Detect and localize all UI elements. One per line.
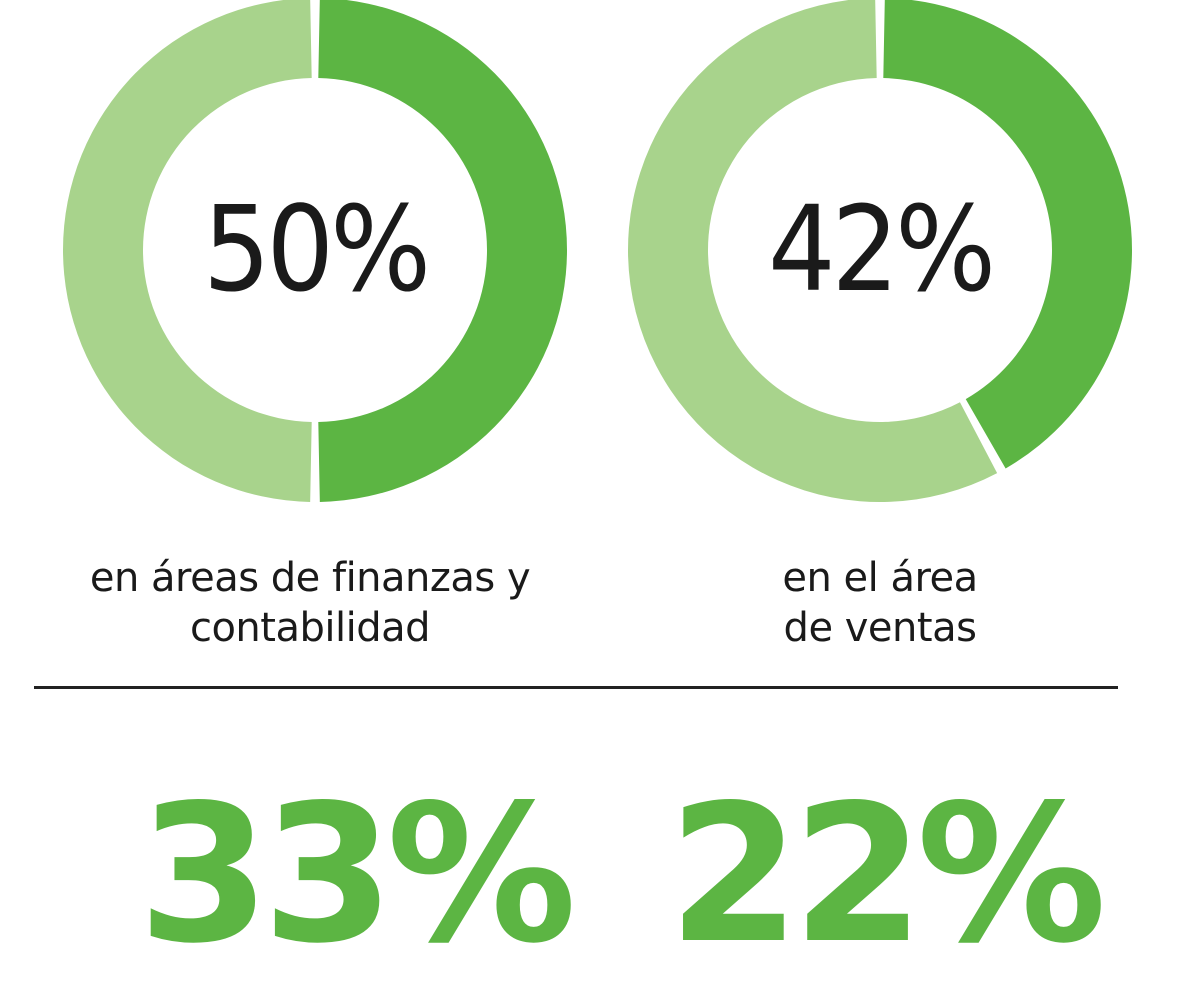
donut-chart-sales: 42% — [628, 0, 1132, 502]
donut-chart-finance: 50% — [62, 0, 568, 502]
caption-finance: en áreas de finanzas y contabilidad — [30, 553, 590, 653]
section-divider — [34, 686, 1118, 689]
donut-value-slice — [883, 0, 1132, 469]
caption-sales: en el área de ventas — [620, 553, 1140, 653]
caption-sales-line-2: de ventas — [783, 605, 977, 651]
donut-value-slice — [318, 0, 568, 502]
big-stat-right: 22% — [668, 764, 1107, 985]
donut-center-label: 50% — [203, 180, 427, 318]
donut-charts: 50% 42% — [62, 0, 1132, 502]
donut-remainder-slice — [628, 0, 998, 502]
donut-remainder-slice — [62, 0, 312, 502]
donut-center-label: 42% — [768, 180, 992, 318]
caption-finance-line-1: en áreas de finanzas y — [89, 555, 531, 601]
caption-sales-line-1: en el área — [782, 555, 978, 601]
big-stat-left: 33% — [138, 764, 577, 985]
caption-finance-line-2: contabilidad — [189, 605, 431, 651]
